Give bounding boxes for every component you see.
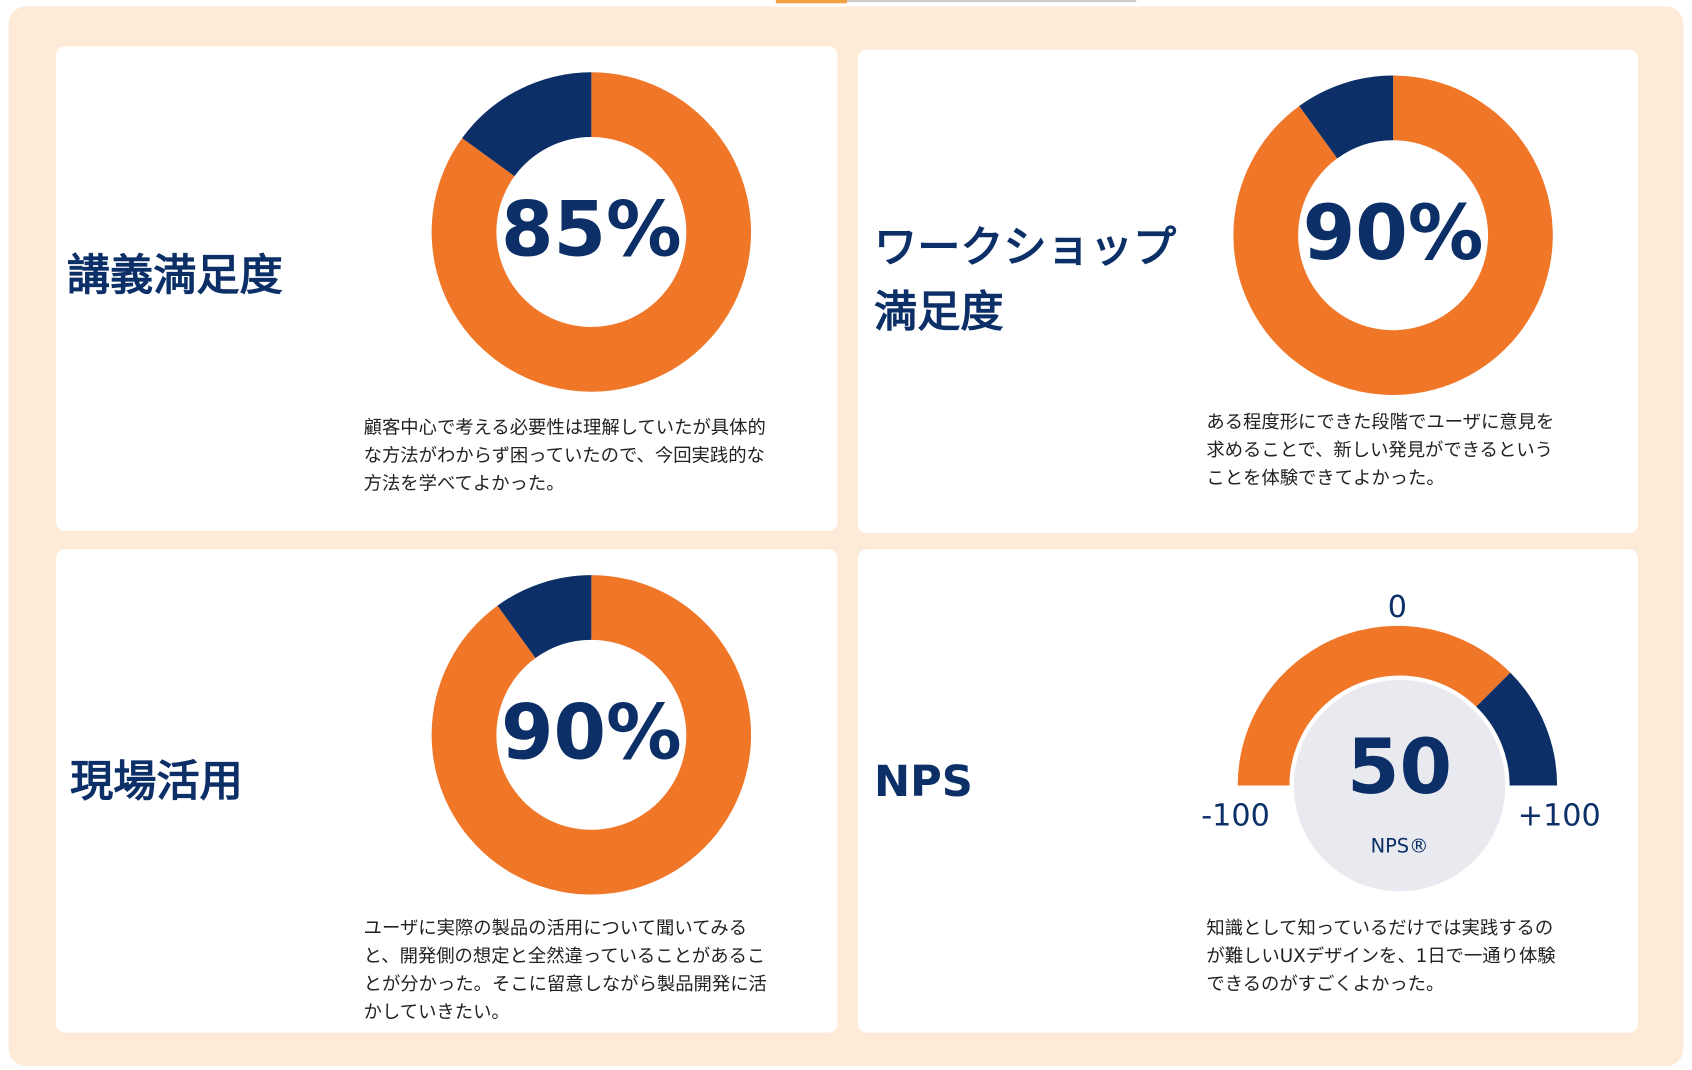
tab-indicator	[775, 0, 848, 4]
donut-segment	[1233, 75, 1553, 395]
description: ユーザに実際の製品の活用について聞いてみる	[364, 918, 747, 939]
description: できるのがすごくよかった。	[1206, 974, 1444, 995]
card-title: 講義満足度	[67, 251, 283, 301]
card-title: NPS	[874, 757, 973, 807]
description: 方法を学べてよかった。	[364, 473, 565, 494]
description: 知識として知っているだけでは実践するの	[1206, 918, 1553, 939]
gauge-remainder	[1473, 672, 1558, 786]
value-label: 85%	[501, 186, 682, 274]
description: 求めることで、新しい発見ができるという	[1206, 440, 1553, 461]
value-sublabel: NPS®	[1371, 835, 1429, 858]
description: が難しいUXデザインを、1日で一通り体験	[1206, 946, 1555, 967]
tab-track	[847, 0, 1137, 3]
donut-remainder	[497, 575, 592, 659]
donut-remainder	[1299, 75, 1394, 159]
value-label: 50	[1347, 723, 1452, 811]
description: と、開発側の想定と全然違っていることがあるこ	[364, 946, 766, 967]
description: ことを体験できてよかった。	[1206, 468, 1444, 489]
description: ある程度形にできた段階でユーザに意見を	[1206, 412, 1554, 433]
value-label: 90%	[501, 689, 682, 777]
gauge-center	[1289, 675, 1510, 896]
description: かしていきたい。	[364, 1002, 510, 1023]
tick-label: -100	[1201, 798, 1270, 833]
donut-segment	[431, 72, 752, 392]
value-label: 90%	[1303, 189, 1484, 277]
tick-label: +100	[1518, 798, 1601, 833]
tick-label: 0	[1388, 590, 1407, 625]
card-title: 現場活用	[70, 757, 243, 807]
card-title: 満足度	[874, 288, 1003, 338]
description: な方法がわからず困っていたので、今回実践的な	[364, 445, 765, 466]
description: 顧客中心で考える必要性は理解していたが具体的	[364, 417, 766, 438]
card-title: ワークショップ	[874, 223, 1177, 273]
description: とが分かった。そこに留意しながら製品開発に活	[364, 974, 767, 995]
donut-remainder	[462, 72, 592, 177]
gauge-segment	[1237, 625, 1511, 786]
donut-segment	[431, 575, 752, 895]
